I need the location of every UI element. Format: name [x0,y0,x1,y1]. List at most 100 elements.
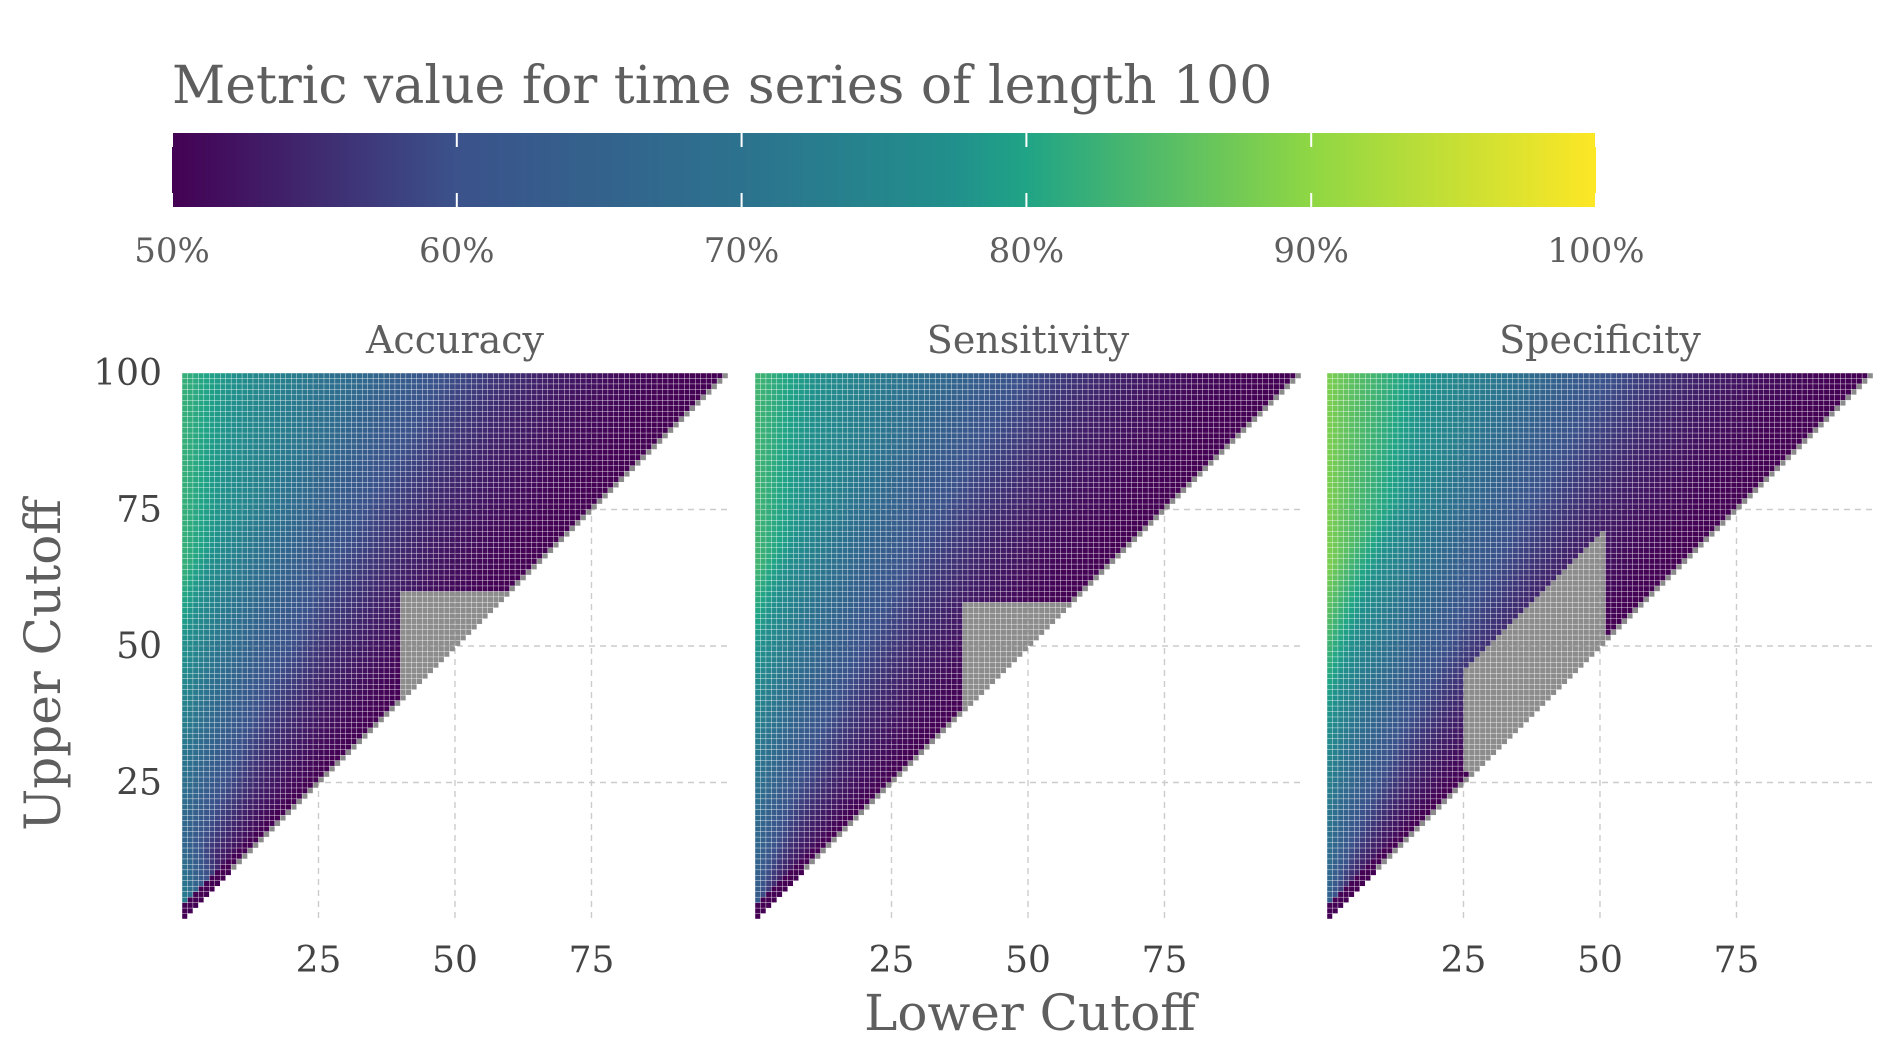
heatmap-cell [210,379,215,384]
heatmap-cell [483,532,488,537]
heatmap-cell [346,504,351,509]
heatmap-cell [210,564,215,569]
heatmap-cell [390,553,395,558]
heatmap-cell [220,537,225,542]
heatmap-cell [499,450,504,455]
heatmap-cell [330,482,335,487]
heatmap-cell [586,411,591,416]
heatmap-cell [270,439,275,444]
heatmap-cell [390,706,395,711]
heatmap-cell [302,471,307,476]
heatmap-cell [204,646,209,651]
heatmap-cell [259,564,264,569]
heatmap-cell [422,624,427,629]
heatmap-cell [586,433,591,438]
heatmap-cell [412,684,417,689]
heatmap-cell [351,537,356,542]
heatmap-cell [341,674,346,679]
heatmap-cell [259,832,264,837]
heatmap-cell [253,706,258,711]
heatmap-cell [188,805,193,810]
heatmap-cell [461,548,466,553]
heatmap-cell [204,859,209,864]
heatmap-cell [444,613,449,618]
heatmap-cell [242,706,247,711]
heatmap-cell [532,466,537,471]
heatmap-cell [614,444,619,449]
heatmap-cell [373,630,378,635]
heatmap-cell [586,477,591,482]
heatmap-cell [188,794,193,799]
heatmap-cell [499,570,504,575]
heatmap-cell [264,597,269,602]
heatmap-cell [237,854,242,859]
heatmap-cell [510,384,515,389]
heatmap-cell [242,564,247,569]
heatmap-cell [302,466,307,471]
heatmap-cell [204,755,209,760]
heatmap-cell [313,390,318,395]
heatmap-cell [286,805,291,810]
heatmap-cell [248,439,253,444]
heatmap-cell [270,417,275,422]
heatmap-cell [559,379,564,384]
heatmap-cell [439,570,444,575]
heatmap-cell [242,766,247,771]
heatmap-cell [182,777,187,782]
heatmap-cell [313,783,318,788]
heatmap-cell [422,390,427,395]
heatmap-cell [379,613,384,618]
heatmap-cell [499,428,504,433]
heatmap-cell [395,657,400,662]
heatmap-cell [199,411,204,416]
heatmap-cell [701,395,706,400]
heatmap-cell [521,466,526,471]
heatmap-cell [510,444,515,449]
heatmap-cell [248,701,253,706]
heatmap-cell [275,439,280,444]
heatmap-cell [521,493,526,498]
heatmap-cell [455,575,460,580]
heatmap-cell [199,504,204,509]
heatmap-cell [362,701,367,706]
heatmap-cell [450,477,455,482]
heatmap-cell [575,455,580,460]
heatmap-cell [237,401,242,406]
heatmap-cell [308,515,313,520]
heatmap-cell [308,777,313,782]
heatmap-cell [373,597,378,602]
heatmap-cell [204,471,209,476]
heatmap-cell [455,559,460,564]
heatmap-cell [477,471,482,476]
heatmap-cell [412,510,417,515]
heatmap-cell [253,843,258,848]
heatmap-cell [450,635,455,640]
heatmap-cell [210,876,215,881]
heatmap-cell [608,379,613,384]
heatmap-cell [308,723,313,728]
heatmap-cell [488,526,493,531]
heatmap-cell [570,477,575,482]
heatmap-cell [341,510,346,515]
heatmap-cell [280,433,285,438]
heatmap-cell [286,674,291,679]
heatmap-cell [351,532,356,537]
heatmap-cell [259,641,264,646]
heatmap-cell [313,575,318,580]
heatmap-cell [215,428,220,433]
heatmap-cell [384,439,389,444]
heatmap-cell [324,575,329,580]
heatmap-cell [553,493,558,498]
panel-accuracy: Accuracy25 50 75 [182,318,728,981]
heatmap-cell [286,537,291,542]
heatmap-cell [226,821,231,826]
heatmap-cell [472,603,477,608]
heatmap-cell [319,772,324,777]
heatmap-cell [226,553,231,558]
heatmap-cell [199,788,204,793]
heatmap-cell [526,417,531,422]
heatmap-cell [291,657,296,662]
heatmap-cell [291,603,296,608]
heatmap-cell [433,603,438,608]
heatmap-cell [226,450,231,455]
